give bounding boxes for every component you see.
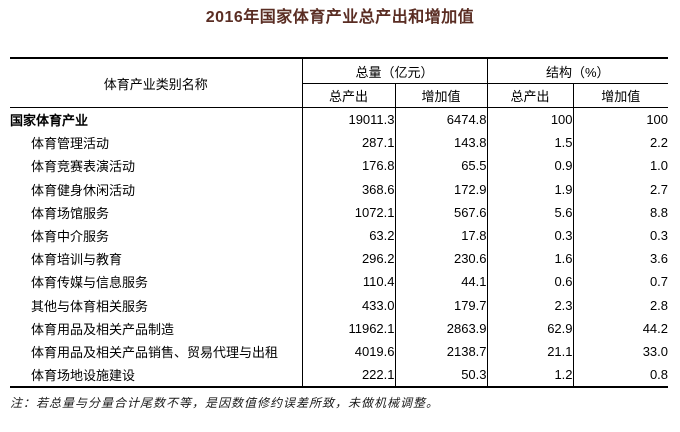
category-cell: 体育健身休闲活动 bbox=[10, 177, 303, 201]
table-row: 体育竞赛表演活动 176.8 65.5 0.9 1.0 bbox=[10, 154, 669, 178]
value-cell: 65.5 bbox=[395, 154, 488, 178]
value-cell: 1072.1 bbox=[302, 200, 396, 224]
value-cell: 0.8 bbox=[649, 367, 669, 383]
value-cell: 100 bbox=[487, 107, 574, 132]
table-body: 国家体育产业 19011.3 6474.8 100 100 体育管理活动 287… bbox=[10, 107, 669, 388]
value-cell: 2.3 bbox=[487, 293, 574, 317]
value-cell: 567.6 bbox=[395, 200, 488, 224]
table-row: 其他与体育相关服务 433.0 179.7 2.3 2.8 bbox=[10, 293, 669, 317]
value-cell: 179.7 bbox=[395, 293, 488, 317]
value-cell: 222.1 bbox=[302, 363, 396, 388]
page-title: 2016年国家体育产业总产出和增加值 bbox=[205, 9, 475, 26]
column-header-added-value: 增加值 bbox=[395, 83, 488, 108]
value-cell: 1.0 bbox=[649, 158, 669, 174]
value-cell: 4019.6 bbox=[302, 339, 396, 364]
table-row: 体育场馆服务 1072.1 567.6 5.6 8.8 bbox=[10, 200, 669, 224]
value-cell: 62.9 bbox=[487, 316, 574, 340]
value-cell: 433.0 bbox=[302, 293, 396, 317]
category-cell: 体育中介服务 bbox=[10, 223, 303, 248]
value-cell: 100 bbox=[646, 112, 669, 128]
table-row: 国家体育产业 19011.3 6474.8 100 100 bbox=[10, 107, 669, 132]
value-cell: 50.3 bbox=[395, 363, 488, 388]
column-header-structure-output: 总产出 bbox=[487, 83, 574, 108]
value-cell: 44.2 bbox=[642, 320, 669, 336]
value-cell: 19011.3 bbox=[302, 107, 396, 132]
value-cell: 296.2 bbox=[302, 247, 396, 271]
table-row: 体育中介服务 63.2 17.8 0.3 0.3 bbox=[10, 223, 669, 248]
value-cell: 0.6 bbox=[487, 270, 574, 294]
value-cell: 2138.7 bbox=[395, 339, 488, 364]
category-cell: 体育传媒与信息服务 bbox=[10, 270, 303, 294]
value-cell: 1.6 bbox=[487, 247, 574, 271]
category-cell: 体育管理活动 bbox=[10, 131, 303, 155]
value-cell: 44.1 bbox=[395, 270, 488, 294]
value-cell: 368.6 bbox=[302, 177, 396, 201]
column-group-structure: 结构（%） bbox=[487, 58, 669, 84]
category-cell: 国家体育产业 bbox=[10, 107, 303, 132]
value-cell: 1.5 bbox=[487, 131, 574, 155]
column-header-total-output: 总产出 bbox=[302, 83, 396, 108]
table-row: 体育场地设施建设 222.1 50.3 1.2 0.8 bbox=[10, 363, 669, 388]
category-cell: 体育场馆服务 bbox=[10, 200, 303, 224]
table-row: 体育健身休闲活动 368.6 172.9 1.9 2.7 bbox=[10, 177, 669, 201]
value-cell: 6474.8 bbox=[395, 107, 488, 132]
table-row: 体育传媒与信息服务 110.4 44.1 0.6 0.7 bbox=[10, 270, 669, 294]
column-header-structure-added: 增加值 bbox=[601, 89, 641, 104]
category-cell: 体育竞赛表演活动 bbox=[10, 154, 303, 178]
category-cell: 体育培训与教育 bbox=[10, 247, 303, 271]
value-cell: 0.7 bbox=[649, 274, 669, 290]
table-row: 体育管理活动 287.1 143.8 1.5 2.2 bbox=[10, 131, 669, 155]
value-cell: 2.8 bbox=[649, 297, 669, 313]
value-cell: 1.2 bbox=[487, 363, 574, 388]
value-cell: 17.8 bbox=[395, 223, 488, 248]
table-row: 体育用品及相关产品销售、贸易代理与出租 4019.6 2138.7 21.1 3… bbox=[10, 339, 669, 364]
value-cell: 172.9 bbox=[395, 177, 488, 201]
column-header-category: 体育产业类别名称 bbox=[10, 58, 303, 108]
value-cell: 0.9 bbox=[487, 154, 574, 178]
value-cell: 1.9 bbox=[487, 177, 574, 201]
category-cell: 体育场地设施建设 bbox=[10, 363, 303, 388]
category-cell: 体育用品及相关产品制造 bbox=[10, 316, 303, 340]
table-row: 体育培训与教育 296.2 230.6 1.6 3.6 bbox=[10, 247, 669, 271]
value-cell: 230.6 bbox=[395, 247, 488, 271]
value-cell: 2863.9 bbox=[395, 316, 488, 340]
table-row: 体育用品及相关产品制造 11962.1 2863.9 62.9 44.2 bbox=[10, 316, 669, 340]
table-header: 体育产业类别名称 总量（亿元） 结构（%） 总产出 增加值 总产出 增加值 bbox=[10, 58, 669, 108]
value-cell: 287.1 bbox=[302, 131, 396, 155]
value-cell: 0.3 bbox=[487, 223, 574, 248]
value-cell: 0.3 bbox=[649, 228, 669, 244]
value-cell: 3.6 bbox=[649, 251, 669, 267]
value-cell: 8.8 bbox=[649, 204, 669, 220]
value-cell: 63.2 bbox=[302, 223, 396, 248]
value-cell: 21.1 bbox=[487, 339, 574, 364]
category-cell: 其他与体育相关服务 bbox=[10, 293, 303, 317]
value-cell: 110.4 bbox=[302, 270, 396, 294]
column-group-total: 总量（亿元） bbox=[302, 58, 488, 84]
value-cell: 143.8 bbox=[395, 131, 488, 155]
value-cell: 176.8 bbox=[302, 154, 396, 178]
value-cell: 5.6 bbox=[487, 200, 574, 224]
footnote: 注：若总量与分量合计尾数不等，是因数值修约误差所致，未做机械调整。 bbox=[10, 396, 440, 411]
value-cell: 2.2 bbox=[649, 135, 669, 151]
value-cell: 11962.1 bbox=[302, 316, 396, 340]
category-cell: 体育用品及相关产品销售、贸易代理与出租 bbox=[10, 339, 303, 364]
data-table: 体育产业类别名称 总量（亿元） 结构（%） 总产出 增加值 总产出 增加值 国家… bbox=[10, 57, 669, 389]
value-cell: 2.7 bbox=[649, 181, 669, 197]
value-cell: 33.0 bbox=[642, 343, 669, 359]
